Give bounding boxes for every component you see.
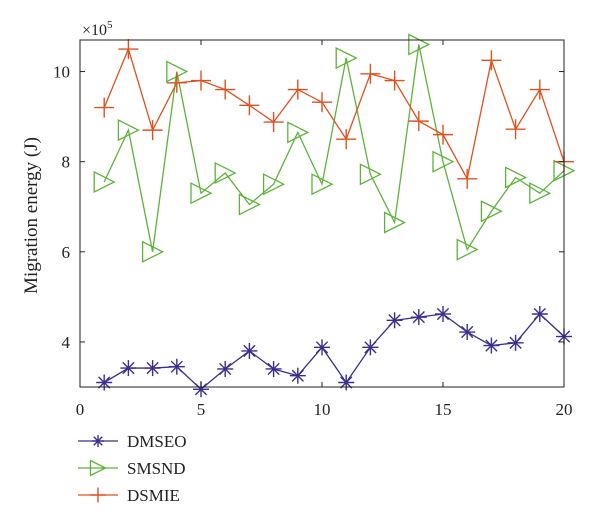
data-point [287,121,310,144]
plot-frame [79,39,565,388]
y-axis-multiplier-base: ×10 [82,22,107,39]
data-point [144,360,161,377]
series-dmseo [96,305,572,398]
legend-marker [89,459,107,477]
series-line [103,313,565,391]
data-point [118,39,139,60]
data-point [120,360,137,377]
y-tick-label: 8 [62,153,71,172]
data-point [383,211,407,234]
data-point [457,168,478,189]
legend: DMSEO SMSND DSMIE [78,432,187,505]
data-point [529,79,550,100]
y-tick-label: 10 [53,63,70,82]
data-point [505,119,526,140]
x-tick-label: 15 [435,400,452,419]
data-point [433,124,453,145]
data-point [359,163,382,186]
data-point [289,367,306,384]
data-point [338,374,355,391]
y-axis-multiplier: ×105 [82,19,113,39]
data-point [168,358,185,375]
data-point [335,46,358,70]
data-point [190,182,213,205]
data-point [312,92,332,113]
data-point [386,312,403,329]
data-point [263,112,284,133]
data-point [311,173,334,196]
data-point [214,161,237,184]
data-point [507,334,524,351]
data-point [408,111,429,132]
data-point [191,70,211,91]
data-point [360,63,381,84]
legend-marker [92,435,104,447]
y-axis-multiplier-exponent: 5 [107,19,113,31]
data-point [410,309,427,326]
data-point [483,337,500,354]
data-point [166,72,187,93]
legend-marker [90,487,106,503]
y-tick-label: 4 [62,333,71,352]
data-point [262,173,286,196]
data-point [142,120,163,141]
x-tick-label: 0 [76,400,85,419]
data-point [314,339,330,356]
data-point [336,129,357,150]
y-axis-label: Migration energy (J) [21,137,42,294]
data-point [117,119,140,142]
data-point [239,95,260,116]
data-point [362,339,379,356]
legend-label: SMSND [127,459,186,478]
series-line [103,44,565,252]
data-point [287,79,308,100]
data-point [96,374,113,391]
series-layer [93,33,576,398]
data-point [504,166,528,189]
data-point [265,360,282,377]
legend-item: SMSND [78,459,186,478]
data-point [384,70,405,91]
data-point [217,360,234,377]
data-point [459,324,476,341]
x-tick-label: 10 [314,400,331,419]
data-point [432,150,455,173]
data-point [241,342,258,359]
data-point [529,182,552,205]
x-tick-label: 20 [556,400,573,419]
legend-label: DMSEO [127,432,187,451]
data-point [456,238,479,261]
data-point [481,50,502,71]
legend-label: DSMIE [127,486,180,505]
data-point [435,305,451,322]
axis-layer: 0 5 10 15 20 4 6 8 10 [53,40,573,419]
data-point [238,193,261,216]
x-tick-label: 5 [197,400,206,419]
data-point [93,170,116,194]
series-smsnd [93,33,576,263]
y-tick-label: 6 [62,243,71,262]
data-point [215,79,236,100]
legend-item: DSMIE [78,486,180,505]
series-line [103,47,565,181]
data-point [141,240,165,263]
data-point [531,305,548,322]
data-point [480,200,503,223]
data-point [94,97,115,118]
legend-item: DMSEO [78,432,187,451]
